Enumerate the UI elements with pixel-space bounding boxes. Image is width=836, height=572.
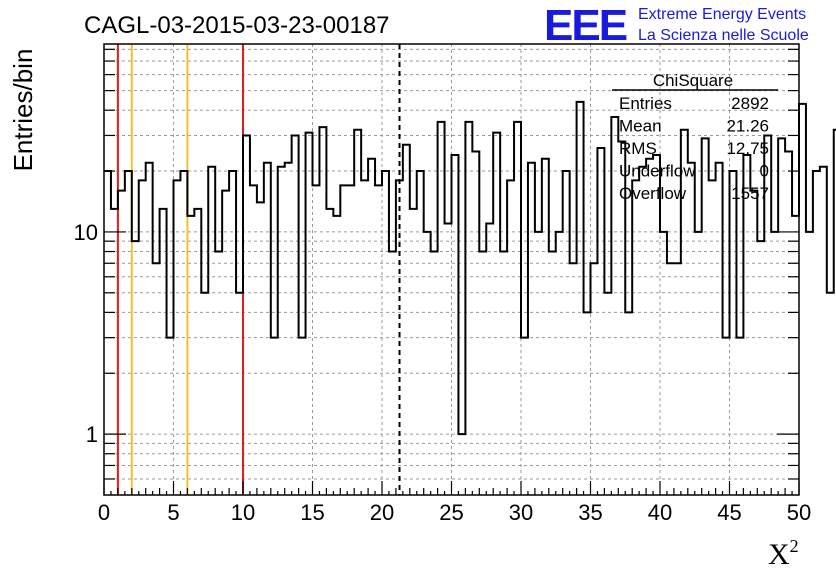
grid (104, 44, 799, 495)
x-tick-label: 25 (439, 500, 463, 525)
stats-rows: Entries 2892 Mean 21.26 RMS 12.75 Underflow 0 Ov… (619, 94, 769, 203)
x-tick-label: 10 (231, 500, 255, 525)
x-tick-label: 40 (648, 500, 672, 525)
reference-lines (116, 44, 401, 495)
y-tick-label: 10 (74, 220, 98, 245)
x-tick-label: 45 (717, 500, 741, 525)
y-tick-label: 1 (86, 422, 98, 447)
stats-row-label: Mean (619, 117, 662, 136)
x-tick-label: 20 (370, 500, 394, 525)
stats-row-label: Underflow (619, 162, 696, 181)
x-axis-label: X2 (768, 536, 799, 571)
x-tick-label: 35 (578, 500, 602, 525)
logo-mark: EEE (544, 1, 627, 50)
x-tick-label: 0 (98, 500, 110, 525)
tick-labels: 0 5 10 15 20 25 30 35 40 45 50 1 10 (74, 220, 812, 525)
eee-logo: EEE Extreme Energy Events La Scienza nel… (544, 1, 809, 50)
stats-row-label: Overflow (619, 184, 687, 203)
logo-line-1: Extreme Energy Events (638, 6, 806, 23)
y-axis-label: Entries/bin (8, 49, 38, 172)
stats-row-value: 0 (760, 162, 769, 181)
histogram-series (104, 100, 836, 436)
chart-title: CAGL-03-2015-03-23-00187 (84, 12, 390, 39)
x-tick-label: 15 (300, 500, 324, 525)
stats-row-value: 2892 (731, 94, 769, 113)
stats-row-value: 21.26 (726, 117, 769, 136)
stats-box: ChiSquare Entries 2892 Mean 21.26 RMS 12.75 Un… (612, 71, 778, 203)
x-tick-label: 50 (787, 500, 811, 525)
logo-line-2: La Scienza nelle Scuole (638, 27, 809, 44)
stats-row-value: 1557 (731, 184, 769, 203)
axes (103, 43, 800, 496)
x-tick-label: 5 (167, 500, 179, 525)
stats-row-label: Entries (619, 94, 672, 113)
x-tick-label: 30 (509, 500, 533, 525)
stats-title: ChiSquare (653, 71, 733, 90)
stats-row-label: RMS (619, 139, 657, 158)
stats-row-value: 12.75 (726, 139, 769, 158)
